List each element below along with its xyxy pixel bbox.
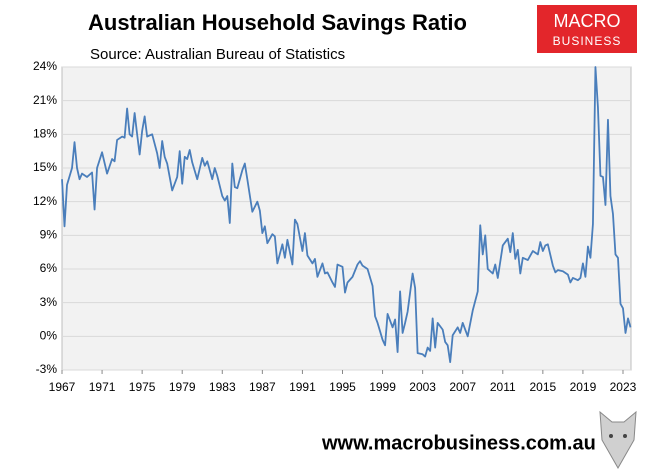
x-tick-label: 2023 [610,380,637,394]
logo-box [537,5,637,53]
y-tick-label: 12% [33,194,57,208]
x-tick-label: 1987 [249,380,276,394]
fox-logo [599,410,637,470]
y-tick-label: 24% [33,59,57,73]
y-tick-label: -3% [36,362,58,376]
x-tick-label: 1995 [329,380,356,394]
x-tick-label: 1983 [209,380,236,394]
y-tick-label: 0% [40,329,58,343]
y-tick-label: 6% [40,261,58,275]
y-tick-label: 18% [33,127,57,141]
x-tick-label: 2007 [449,380,476,394]
y-tick-label: 3% [40,295,58,309]
x-tick-label: 1979 [169,380,196,394]
y-tick-label: 21% [33,93,57,107]
x-tick-label: 2011 [490,380,516,394]
x-tick-label: 2019 [570,380,597,394]
logo-text: MACRO [554,11,621,31]
chart-title: Australian Household Savings Ratio [88,10,467,35]
logo-subtext: BUSINESS [553,34,622,48]
x-tick-label: 1971 [89,380,116,394]
footer-url: www.macrobusiness.com.au [321,432,596,454]
y-tick-label: 9% [40,228,58,242]
x-tick-label: 1991 [289,380,316,394]
x-tick-label: 1967 [49,380,76,394]
x-tick-label: 1999 [369,380,396,394]
plot-area [61,66,632,371]
y-tick-label: 15% [33,160,57,174]
x-tick-label: 2003 [409,380,436,394]
x-tick-label: 1975 [129,380,156,394]
x-tick-label: 2015 [529,380,556,394]
chart-subtitle: Source: Australian Bureau of Statistics [90,46,345,63]
data-line [61,66,632,364]
